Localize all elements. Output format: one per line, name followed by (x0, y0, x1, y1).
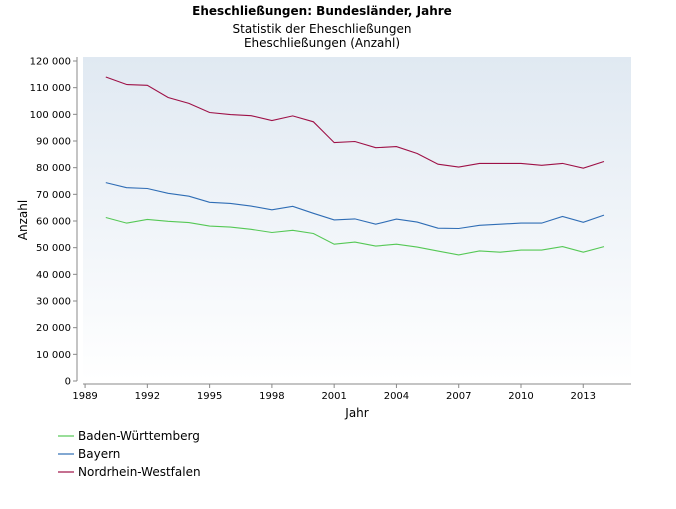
y-tick-label: 90 000 (36, 137, 71, 148)
series-line-0 (105, 216, 605, 256)
series-line-2 (105, 76, 605, 169)
legend-label: Nordrhein-Westfalen (78, 465, 201, 479)
y-tick-label: 40 000 (36, 270, 71, 281)
x-tick-label: 1998 (259, 391, 284, 402)
x-axis-ticks: 1989 1992 1995 1998 2001 2004 2007 2010 2013 (72, 384, 596, 402)
y-tick-label: 60 000 (36, 217, 71, 228)
y-tick-label: 0 (65, 377, 71, 388)
chart-subtitle-1: Statistik der Eheschließungen (233, 22, 412, 36)
y-tick-label: 110 000 (30, 83, 71, 94)
y-tick-label: 10 000 (36, 350, 71, 361)
y-tick-label: 20 000 (36, 323, 71, 334)
y-tick-label: 30 000 (36, 297, 71, 308)
x-tick-label: 2001 (321, 391, 346, 402)
x-tick-label: 2010 (508, 391, 533, 402)
legend: Baden-Württemberg Bayern Nordrhein-Westfal… (58, 429, 201, 479)
x-tick-label: 2004 (384, 391, 409, 402)
x-tick-label: 2007 (446, 391, 471, 402)
y-tick-label: 70 000 (36, 190, 71, 201)
x-tick-label: 1995 (197, 391, 222, 402)
series-line-1 (105, 182, 605, 230)
x-axis-label: Jahr (344, 406, 368, 420)
chart-title: Eheschließungen: Bundesländer, Jahre (192, 4, 452, 18)
legend-label: Bayern (78, 447, 120, 461)
y-axis-label: Anzahl (16, 200, 30, 240)
series-lines (105, 76, 605, 256)
x-tick-label: 1989 (72, 391, 97, 402)
y-tick-label: 100 000 (30, 110, 71, 121)
y-tick-label: 120 000 (30, 57, 71, 68)
x-tick-label: 1992 (135, 391, 160, 402)
legend-label: Baden-Württemberg (78, 429, 200, 443)
y-tick-label: 80 000 (36, 163, 71, 174)
y-tick-label: 50 000 (36, 243, 71, 254)
chart-subtitle-2: Eheschließungen (Anzahl) (244, 36, 400, 50)
x-tick-label: 2013 (571, 391, 596, 402)
y-axis-ticks: 0 10 000 20 000 30 000 40 000 50 000 60 000 70 … (30, 57, 77, 388)
